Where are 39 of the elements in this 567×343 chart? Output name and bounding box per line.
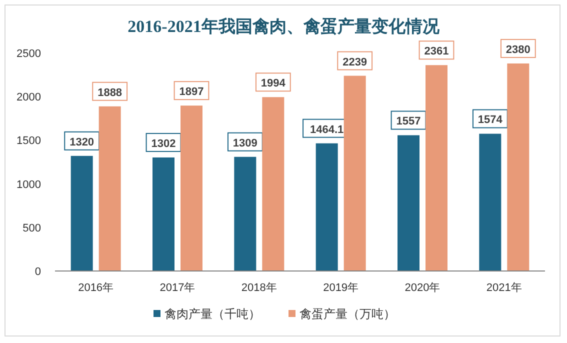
x-tick-label: 2020年 bbox=[404, 282, 440, 294]
data-label: 1994 bbox=[260, 78, 286, 90]
bar bbox=[234, 156, 256, 271]
x-tick-label: 2018年 bbox=[241, 282, 277, 294]
data-label: 1897 bbox=[179, 86, 204, 98]
bar bbox=[262, 97, 284, 271]
bar bbox=[180, 106, 202, 271]
data-label: 2361 bbox=[424, 46, 449, 58]
y-tick-label: 0 bbox=[34, 266, 41, 278]
y-tick-label: 1500 bbox=[16, 135, 41, 148]
data-label: 1888 bbox=[98, 86, 122, 99]
bar bbox=[398, 135, 420, 271]
y-tick-label: 500 bbox=[22, 222, 41, 234]
data-label: 2380 bbox=[506, 44, 530, 56]
bar bbox=[70, 156, 93, 271]
data-label: 1309 bbox=[232, 137, 258, 150]
data-label: 2239 bbox=[342, 56, 368, 68]
y-tick-label: 2000 bbox=[16, 92, 41, 104]
x-tick-label: 2017年 bbox=[160, 282, 196, 294]
data-label: 1464.1 bbox=[310, 124, 344, 136]
chart-title: 2016-2021年我国禽肉、禽蛋产量变化情况 bbox=[128, 17, 440, 36]
data-label: 1302 bbox=[151, 138, 176, 150]
legend-label: 禽肉产量（千吨） bbox=[164, 307, 260, 321]
bar bbox=[316, 143, 338, 271]
x-tick-label: 2021年 bbox=[486, 282, 522, 294]
x-tick-label: 2016年 bbox=[78, 282, 114, 294]
x-tick-label: 2019年 bbox=[323, 282, 359, 294]
bar bbox=[152, 157, 174, 271]
y-tick-label: 2500 bbox=[16, 48, 41, 60]
bar bbox=[507, 63, 530, 271]
bar bbox=[479, 134, 502, 271]
bar bbox=[426, 65, 448, 271]
bar bbox=[344, 76, 366, 271]
data-label: 1320 bbox=[70, 136, 94, 148]
y-tick-label: 1000 bbox=[16, 178, 41, 191]
data-label: 1557 bbox=[396, 116, 421, 128]
legend-label: 禽蛋产量（万吨） bbox=[300, 307, 396, 321]
data-label: 1574 bbox=[478, 114, 504, 126]
bar bbox=[98, 106, 121, 271]
